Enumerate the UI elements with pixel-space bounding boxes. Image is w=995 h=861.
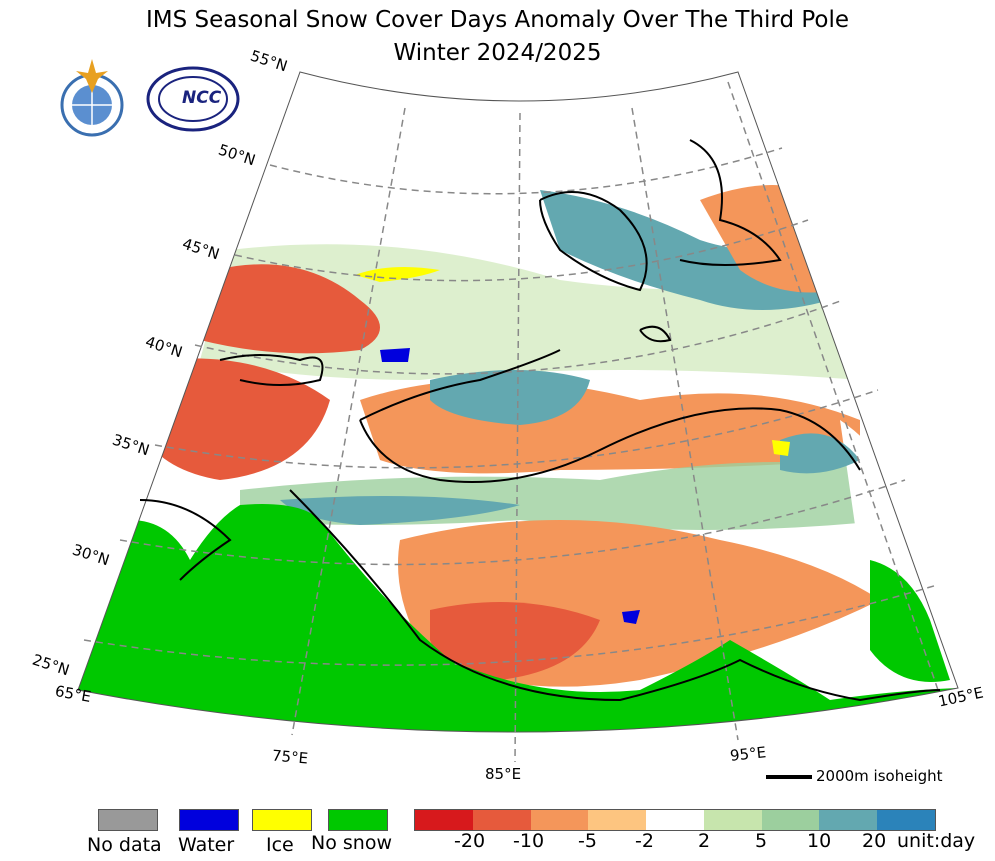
colorbar-cell bbox=[530, 810, 589, 830]
colorbar-tick-label: -10 bbox=[513, 830, 545, 852]
map-title: IMS Seasonal Snow Cover Days Anomaly Ove… bbox=[145, 7, 850, 33]
lon-label-75e: 75°E bbox=[271, 746, 309, 768]
colorbar-cell bbox=[415, 810, 473, 830]
map-frame bbox=[77, 71, 959, 733]
colorbar-cell bbox=[703, 810, 762, 830]
anomaly-colorbar bbox=[414, 809, 936, 831]
legend-label-no-snow: No snow bbox=[311, 832, 392, 854]
legend-swatch-no-snow bbox=[328, 809, 388, 831]
ncc-logo-text: NCC bbox=[182, 88, 222, 108]
ncc-logo: NCC bbox=[146, 66, 240, 132]
legend-label-ice: Ice bbox=[266, 834, 294, 856]
legend-swatch-ice bbox=[252, 809, 312, 831]
colorbar-cell bbox=[761, 810, 820, 830]
isoheight-key-line bbox=[766, 775, 812, 779]
wmo-emblem bbox=[50, 57, 134, 141]
legend-swatch-water bbox=[179, 809, 239, 831]
colorbar-tick-label: 2 bbox=[698, 830, 711, 852]
colorbar-tick-label: -20 bbox=[454, 830, 486, 852]
colorbar-tick-label: 20 bbox=[862, 830, 887, 852]
colorbar-unit-label: unit:day bbox=[897, 830, 976, 852]
colorbar-cell bbox=[588, 810, 647, 830]
colorbar-cell bbox=[472, 810, 531, 830]
lon-label-85e: 85°E bbox=[485, 765, 522, 783]
legend-label-water: Water bbox=[178, 834, 235, 856]
isoheight-key-label: 2000m isoheight bbox=[816, 767, 943, 785]
lon-label-95e: 95°E bbox=[729, 743, 767, 765]
colorbar-cell bbox=[646, 810, 704, 830]
legend-swatch-no-data bbox=[98, 809, 158, 831]
colorbar-cell bbox=[819, 810, 878, 830]
colorbar-tick-label: 10 bbox=[807, 830, 832, 852]
isoheight-contours bbox=[139, 139, 941, 702]
colorbar-tick-label: -2 bbox=[635, 830, 654, 852]
map-subtitle: Winter 2024/2025 bbox=[393, 40, 602, 66]
colorbar-tick-label: 5 bbox=[755, 830, 768, 852]
colorbar-tick-label: -5 bbox=[578, 830, 597, 852]
legend-label-no-data: No data bbox=[87, 834, 162, 856]
graticule bbox=[83, 81, 939, 763]
colorbar-cell bbox=[877, 810, 936, 830]
